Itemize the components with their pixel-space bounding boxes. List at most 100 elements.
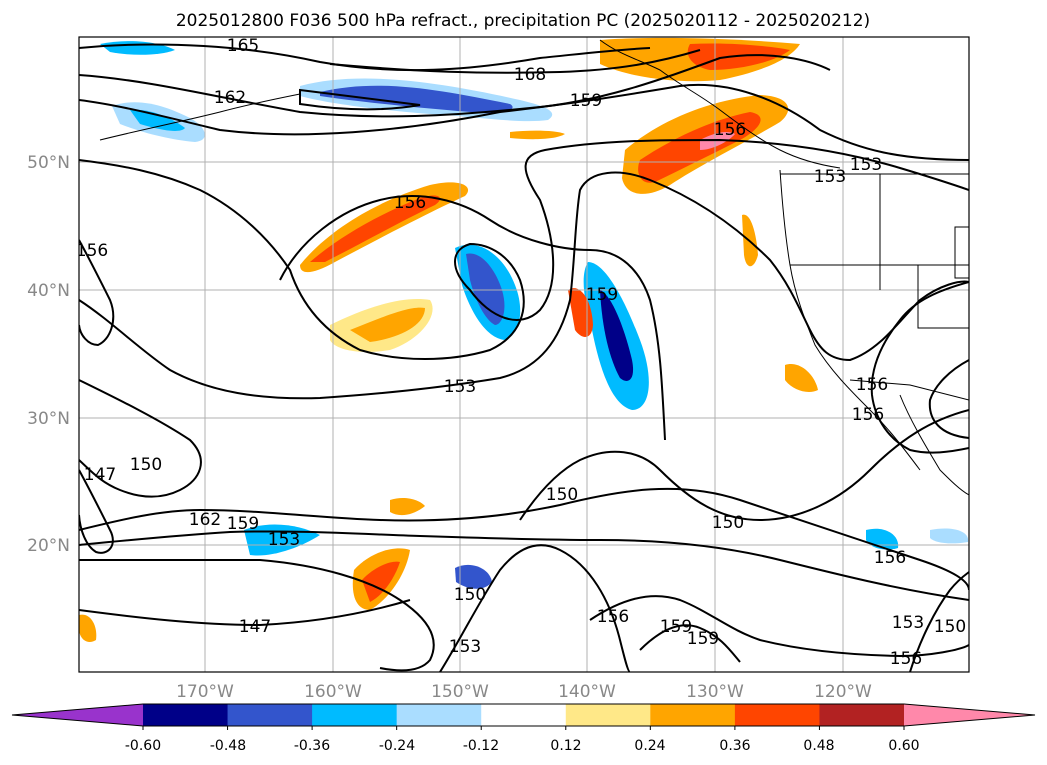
- negative-region-west-coast-core: [600, 290, 634, 381]
- contour-153-main: [79, 171, 969, 400]
- lat-label-20n: 20°N: [27, 536, 70, 556]
- contour-label: 147: [84, 465, 116, 485]
- contour-label: 156: [852, 405, 884, 425]
- contour-east-156: [928, 359, 969, 439]
- contour-162-south: [79, 487, 969, 591]
- colorbar-tick-label: 0.60: [888, 738, 919, 754]
- lon-label-130w: 130°W: [686, 682, 744, 702]
- contour-label: 156: [394, 193, 426, 213]
- contour-label: 159: [660, 617, 692, 637]
- contour-153-south: [79, 558, 435, 672]
- contour-label: 153: [892, 613, 924, 633]
- map-frame: [78, 36, 970, 673]
- colorbar-bin: [312, 704, 398, 726]
- colorbar-extend-low: [12, 704, 143, 726]
- colorbar: [11, 703, 1036, 730]
- contour-159-sw: [639, 624, 741, 663]
- contour-lines: [79, 43, 969, 672]
- coastline-west-coast: [779, 169, 921, 471]
- contour-147-south: [79, 599, 411, 627]
- contour-label: 153: [449, 637, 481, 657]
- contour-label: 156: [856, 375, 888, 395]
- lat-label-50n: 50°N: [27, 153, 70, 173]
- colorbar-tick-label: -0.60: [125, 738, 161, 754]
- colorbar-tick-label: 0.36: [719, 738, 750, 754]
- lat-label-30n: 30°N: [27, 409, 70, 429]
- contour-153-upper: [279, 195, 666, 441]
- map-panel: 165 168 162 159 156 156 156 153 153 159 …: [76, 36, 970, 673]
- negative-region-aleutian-core: [320, 85, 513, 114]
- contour-east-150: [909, 571, 969, 672]
- contour-label: 162: [214, 88, 246, 108]
- colorbar-bin: [143, 704, 229, 726]
- colorbar-bin: [396, 704, 482, 726]
- colorbar-tick-label: -0.48: [210, 738, 246, 754]
- positive-region-bar-1: [510, 130, 565, 140]
- positive-region-ridge-arc-core: [310, 195, 440, 262]
- lon-label-140w: 140°W: [558, 682, 616, 702]
- positive-region-mid-bar: [390, 497, 425, 516]
- negative-region-mid-pacific-core: [466, 253, 505, 325]
- negative-region-small-1: [455, 564, 492, 589]
- colorbar-tick-label: -0.36: [294, 738, 330, 754]
- contour-label: 150: [712, 513, 744, 533]
- positive-region-south-core: [362, 561, 400, 602]
- colorbar-bin: [734, 704, 820, 726]
- positive-region-east-coast: [785, 364, 818, 392]
- border-us-mexico: [849, 379, 969, 401]
- colorbar-tick-label: 0.48: [803, 738, 834, 754]
- figure-title: 2025012800 F036 500 hPa refract., precip…: [176, 11, 870, 31]
- contour-label: 153: [850, 155, 882, 175]
- negative-region-nw-1-core: [130, 109, 185, 131]
- positive-region-pnw-core: [638, 112, 761, 183]
- colorbar-bin: [227, 704, 313, 726]
- contour-150-south: [439, 544, 631, 672]
- contour-label: 153: [814, 167, 846, 187]
- colorbar-tick-label: 0.24: [634, 738, 665, 754]
- contour-label: 147: [239, 617, 271, 637]
- gridlines: [79, 37, 969, 672]
- coastline-baja: [899, 394, 969, 496]
- contour-label: 156: [890, 649, 922, 669]
- contour-nw-loop: [299, 88, 421, 111]
- contour-label: 150: [130, 455, 162, 475]
- colorbar-bin: [565, 704, 651, 726]
- contour-label: 159: [586, 285, 618, 305]
- colorbar-tick-labels: -0.60 -0.48 -0.36 -0.24 -0.12 0.12 0.24 …: [125, 738, 920, 754]
- contour-156-north: [79, 138, 969, 360]
- colorbar-extend-high: [904, 704, 1035, 726]
- contour-east-high: [870, 281, 969, 454]
- coastlines: [99, 39, 969, 496]
- longitude-labels: 170°W 160°W 150°W 140°W 130°W 120°W: [176, 682, 872, 702]
- lon-label-120w: 120°W: [814, 682, 872, 702]
- colorbar-tick-label: -0.12: [463, 738, 499, 754]
- coastline-alaska: [599, 39, 841, 169]
- lon-label-150w: 150°W: [431, 682, 489, 702]
- contour-168: [329, 49, 701, 74]
- contour-label: 162: [189, 510, 221, 530]
- contour-147-west: [79, 469, 114, 554]
- contour-label: 156: [76, 241, 108, 261]
- contour-label: 165: [227, 36, 259, 56]
- positive-region-central-core: [350, 307, 425, 342]
- contour-150-central: [519, 409, 969, 522]
- contour-150-west: [79, 379, 202, 498]
- contour-label: 159: [227, 514, 259, 534]
- contour-label: 156: [874, 548, 906, 568]
- contour-label: 168: [514, 65, 546, 85]
- border-state-3: [917, 265, 969, 329]
- contour-label: 156: [714, 120, 746, 140]
- contour-label: 156: [597, 607, 629, 627]
- contour-label: 159: [687, 629, 719, 649]
- colorbar-tick-label: -0.24: [379, 738, 415, 754]
- lon-label-170w: 170°W: [176, 682, 234, 702]
- contour-label: 150: [934, 617, 966, 637]
- positive-region-bottom-left: [79, 614, 97, 642]
- great-lakes-box: [954, 226, 969, 279]
- latitude-labels: 50°N 40°N 30°N 20°N: [27, 153, 70, 556]
- contour-label: 150: [546, 485, 578, 505]
- negative-region-east-2: [930, 528, 969, 544]
- colorbar-bin: [481, 704, 567, 726]
- contour-label: 153: [444, 377, 476, 397]
